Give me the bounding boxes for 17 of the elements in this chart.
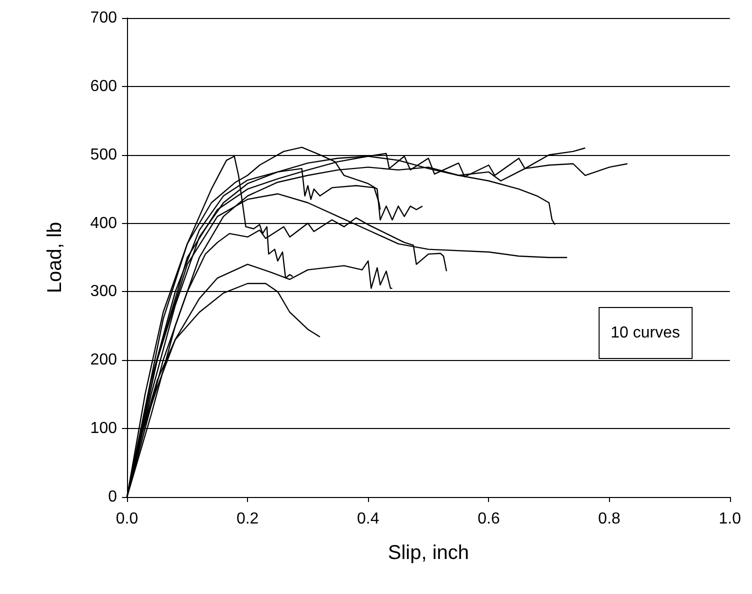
- x-tick-label: 0.6: [478, 510, 500, 528]
- y-tick-label: 100: [90, 420, 118, 438]
- y-tick-label: 500: [90, 146, 118, 164]
- x-tick-label: 0.0: [116, 510, 138, 528]
- y-tick-label: 400: [90, 214, 118, 232]
- y-tick-label: 600: [90, 78, 118, 95]
- x-tick-label: 0.2: [236, 510, 259, 528]
- x-tick-label: 0.8: [598, 510, 621, 528]
- x-tick-label: 0.4: [357, 510, 380, 528]
- x-axis-title: Slip, inch: [388, 542, 470, 564]
- x-tick-label: 1.0: [718, 510, 742, 528]
- y-tick-label: 700: [90, 10, 118, 26]
- annotation: 10 curves: [610, 324, 680, 342]
- y-tick-label: 200: [90, 352, 118, 369]
- y-tick-label: 300: [90, 283, 118, 300]
- y-axis-title: Load, lb: [44, 222, 66, 294]
- y-tick-label: 0: [108, 488, 118, 506]
